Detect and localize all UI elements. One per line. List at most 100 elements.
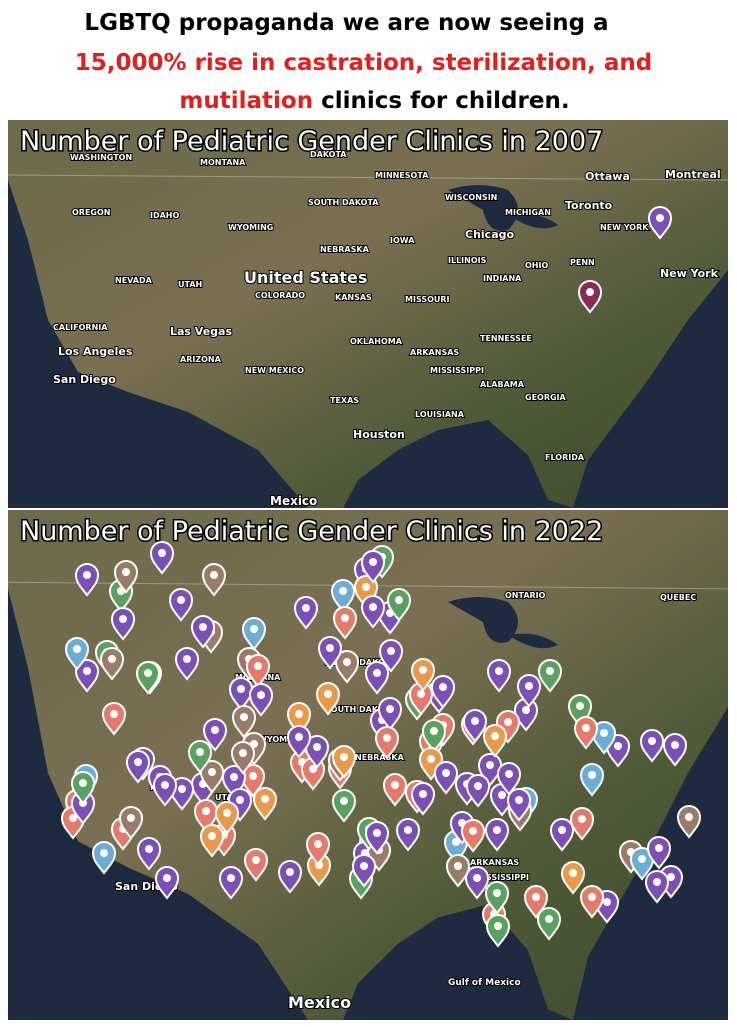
pin-dot xyxy=(469,827,477,835)
clinic-pin xyxy=(382,773,408,807)
pin-dot xyxy=(522,706,530,714)
pin-dot xyxy=(122,568,130,576)
pin-dot xyxy=(202,807,210,815)
clinic-pin xyxy=(187,740,213,774)
clinic-pin xyxy=(99,647,125,681)
clinic-pin xyxy=(241,617,267,651)
map-label: GEORGIA xyxy=(525,393,567,402)
pin-dot xyxy=(261,795,269,803)
panel-title: Number of Pediatric Gender Clinics in 20… xyxy=(20,516,603,547)
clinic-pin xyxy=(579,885,605,919)
pin-dot xyxy=(515,796,523,804)
pin-dot xyxy=(473,874,481,882)
map-label: COLORADO xyxy=(255,291,305,300)
pin-dot xyxy=(493,826,501,834)
map-label: NEBRASKA xyxy=(320,245,370,254)
map-label: WYOMING xyxy=(228,223,273,232)
pin-dot xyxy=(578,815,586,823)
clinic-pin xyxy=(465,774,491,808)
clinic-pin xyxy=(485,914,511,948)
clinic-pin xyxy=(560,861,586,895)
pin-dot xyxy=(369,558,377,566)
pin-dot xyxy=(254,662,262,670)
clinic-pin xyxy=(569,807,595,841)
caption-red: mutilation xyxy=(179,88,314,114)
clinic-pin xyxy=(293,596,319,630)
map-label: QUEBEC xyxy=(660,593,696,602)
clinic-pin xyxy=(378,639,404,673)
clinic-pin xyxy=(639,729,665,763)
clinic-pin xyxy=(248,683,274,717)
clinic-pin xyxy=(202,718,228,752)
pin-dot xyxy=(419,666,427,674)
pin-dot xyxy=(211,726,219,734)
pin-dot xyxy=(586,288,594,296)
pin-dot xyxy=(177,596,185,604)
clinic-pin xyxy=(315,682,341,716)
pin-dot xyxy=(486,761,494,769)
clinic-pin xyxy=(386,588,412,622)
clinic-pin xyxy=(334,650,360,684)
clinic-pin xyxy=(445,854,471,888)
pin-dot xyxy=(340,753,348,761)
clinic-pin xyxy=(243,848,269,882)
map-label: ARKANSAS xyxy=(410,348,459,357)
pin-dot xyxy=(286,868,294,876)
clinic-pin xyxy=(421,719,447,753)
map-label: WISCONSIN xyxy=(445,193,497,202)
pin-dot xyxy=(127,814,135,822)
clinic-pin xyxy=(305,832,331,866)
pin-dot xyxy=(532,893,540,901)
pin-dot xyxy=(373,669,381,677)
pin-dot xyxy=(558,826,566,834)
clinic-pin xyxy=(496,762,522,796)
pin-dot xyxy=(236,796,244,804)
map-label: TENNESSEE xyxy=(480,334,532,343)
map-panel: Number of Pediatric Gender Clinics in 20… xyxy=(7,120,729,509)
map-label: Chicago xyxy=(465,228,514,241)
map-label: TEXAS xyxy=(330,396,359,405)
pin-dot xyxy=(199,623,207,631)
map-label: PENN xyxy=(570,258,595,267)
pin-dot xyxy=(302,604,310,612)
map-label: OKLAHOMA xyxy=(350,337,403,346)
map-label: MONTANA xyxy=(200,158,246,167)
pin-dot xyxy=(144,669,152,677)
pin-dot xyxy=(383,734,391,742)
map-label: Las Vegas xyxy=(170,325,232,338)
pin-dot xyxy=(223,809,231,817)
clinic-pin xyxy=(252,787,278,821)
map-label: Ottawa xyxy=(585,170,630,183)
clinic-pin xyxy=(579,763,605,797)
pin-dot xyxy=(495,667,503,675)
clinic-pin xyxy=(199,824,225,858)
pin-dot xyxy=(249,772,257,780)
pin-dot xyxy=(208,832,216,840)
pin-dot xyxy=(362,583,370,591)
clinic-pin xyxy=(91,841,117,875)
caption: LGBTQ propaganda we are now seeing a 15,… xyxy=(0,0,737,120)
clinic-pin xyxy=(218,866,244,900)
clinic-pin xyxy=(395,818,421,852)
pin-dot xyxy=(79,779,87,787)
map-label: WASHINGTON xyxy=(70,153,132,162)
clinic-pin xyxy=(462,709,488,743)
map-label: Los Angeles xyxy=(58,345,133,358)
clinic-pin xyxy=(351,854,377,888)
clinic-pin xyxy=(286,725,312,759)
pin-dot xyxy=(653,878,661,886)
clinic-pin xyxy=(74,563,100,597)
map-label: NEW MEXICO xyxy=(245,366,304,375)
clinic-pin xyxy=(118,806,144,840)
pin-dot xyxy=(386,705,394,713)
clinic-pin xyxy=(136,837,162,871)
pin-dot xyxy=(178,785,186,793)
pin-dot xyxy=(314,840,322,848)
pin-dot xyxy=(588,771,596,779)
clinic-pin xyxy=(190,615,216,649)
map-label: MISSOURI xyxy=(405,295,450,304)
pin-dot xyxy=(158,549,166,557)
clinic-pin xyxy=(331,745,357,779)
map-label: ARIZONA xyxy=(180,355,222,364)
clinic-pin xyxy=(676,805,702,839)
